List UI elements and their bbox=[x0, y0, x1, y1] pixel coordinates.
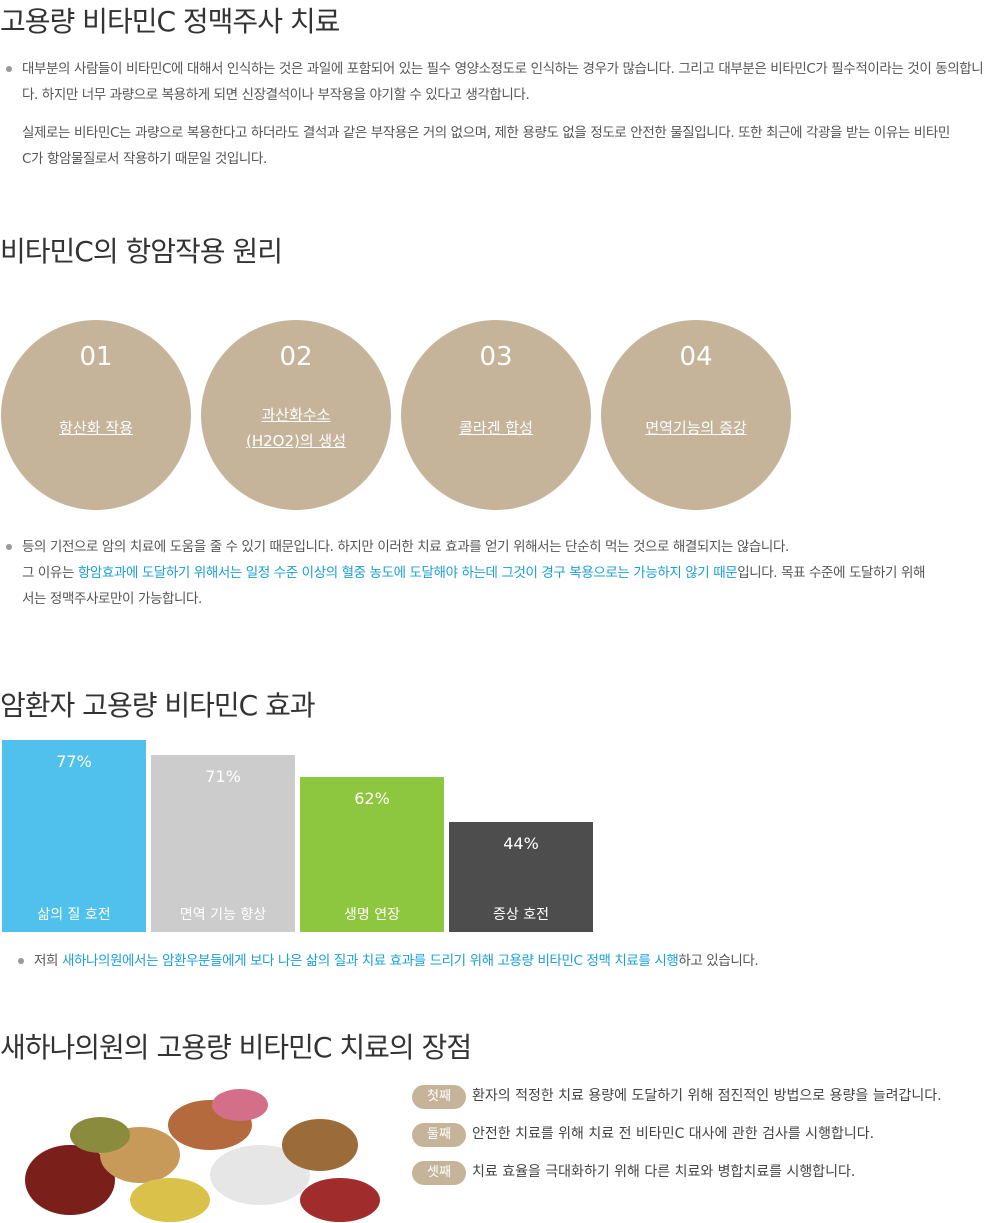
title: 새하나의원의 고용량 비타민C 치료의 장점 bbox=[0, 1031, 472, 1064]
title: 비타민C의 항암작용 원리 bbox=[0, 235, 283, 268]
paragraph: 실제로는 비타민C는 과량으로 복용한다고 하더라도 결석과 같은 부작용은 거… bbox=[22, 125, 950, 167]
circle-label-line: 콜라겐 합성 bbox=[459, 419, 533, 437]
circle-label: 과산화수소 (H2O2)의 생성 bbox=[201, 398, 391, 458]
advantage: 첫째 환자의 적정한 치료 용량에 도달하기 위해 점진적인 방법으로 용량을 늘… bbox=[412, 1084, 942, 1109]
bar: 62% 생명 연장 bbox=[300, 777, 444, 932]
circle-label-line: 면역기능의 증강 bbox=[645, 419, 747, 437]
circle-number: 03 bbox=[479, 342, 513, 372]
category-label: 면역 기능 향상 bbox=[179, 907, 267, 923]
category-label: 삶의 질 호전 bbox=[37, 907, 111, 923]
value-label: 77% bbox=[56, 751, 92, 771]
circle-number: 01 bbox=[79, 342, 113, 372]
bar: 71% 면역 기능 향상 bbox=[151, 754, 295, 932]
badge: 첫째 bbox=[412, 1085, 466, 1109]
title: 고용량 비타민C 정맥주사 치료 bbox=[0, 5, 340, 38]
advantage-list: 첫째 환자의 적정한 치료 용량에 도달하기 위해 점진적인 방법으로 용량을 늘… bbox=[412, 1084, 942, 1185]
circle: 04 면역기능의 증강 bbox=[601, 320, 791, 510]
value-label: 44% bbox=[503, 834, 539, 853]
circle-label-line: 과산화수소 bbox=[261, 406, 331, 424]
pills-image bbox=[25, 1089, 380, 1222]
circle-number: 02 bbox=[279, 342, 313, 372]
text: 등의 기전으로 암의 치료에 도움을 줄 수 있기 때문입니다. 하지만 이러한… bbox=[22, 539, 789, 555]
text: 그 이유는 bbox=[22, 565, 78, 581]
circle-label: 면역기능의 증강 bbox=[601, 398, 791, 458]
circle-label: 콜라겐 합성 bbox=[401, 398, 591, 458]
category-label: 증상 호전 bbox=[493, 907, 549, 923]
circle: 02 과산화수소 (H2O2)의 생성 bbox=[201, 320, 391, 510]
value-label: 71% bbox=[205, 766, 241, 786]
paragraph: 대부분의 사람들이 비타민C에 대해서 인식하는 것은 과일에 포함되어 있는 … bbox=[6, 56, 987, 108]
circle-number: 04 bbox=[679, 342, 713, 372]
circle-label: 항산화 작용 bbox=[1, 398, 191, 458]
circle: 01 항산화 작용 bbox=[1, 320, 191, 510]
advantage-text: 치료 효율을 극대화하기 위해 다른 치료와 병합치료를 시행합니다. bbox=[472, 1164, 856, 1180]
advantage-text: 안전한 치료를 위해 치료 전 비타민C 대사에 관한 검사를 시행합니다. bbox=[472, 1126, 875, 1142]
badge: 둘째 bbox=[412, 1123, 466, 1147]
bar: 44% 증상 호전 bbox=[449, 822, 593, 932]
paragraph: 저희 새하나의원에서는 암환우분들에게 보다 나은 삶의 질과 치료 효과를 드… bbox=[18, 948, 964, 974]
circle-label-line: 항산화 작용 bbox=[59, 419, 133, 437]
advantage-text: 환자의 적정한 치료 용량에 도달하기 위해 점진적인 방법으로 용량을 늘려갑… bbox=[472, 1088, 942, 1104]
advantage: 셋째 치료 효율을 극대화하기 위해 다른 치료와 병합치료를 시행합니다. bbox=[412, 1160, 942, 1185]
category-label: 생명 연장 bbox=[344, 907, 400, 923]
text: 하고 있습니다. bbox=[678, 953, 759, 969]
bar: 77% 삶의 질 호전 bbox=[2, 739, 146, 932]
circle-label-line: (H2O2)의 생성 bbox=[245, 432, 347, 450]
highlight: 항암효과에 도달하기 위해서는 일정 수준 이상의 혈중 농도에 도달해야 하는… bbox=[77, 565, 738, 581]
value-label: 62% bbox=[354, 789, 390, 808]
text: 저희 bbox=[34, 953, 62, 969]
highlight: 새하나의원에서는 암환우분들에게 보다 나은 삶의 질과 치료 효과를 드리기 … bbox=[61, 953, 679, 969]
paragraph: 등의 기전으로 암의 치료에 도움을 줄 수 있기 때문입니다. 하지만 이러한… bbox=[6, 534, 932, 612]
advantage: 둘째 안전한 치료를 위해 치료 전 비타민C 대사에 관한 검사를 시행합니다. bbox=[412, 1122, 942, 1147]
circle: 03 콜라겐 합성 bbox=[401, 320, 591, 510]
badge: 셋째 bbox=[412, 1161, 466, 1185]
title: 암환자 고용량 비타민C 효과 bbox=[0, 689, 316, 722]
text: 입니다. 목표 수준에 도달하기 위해서는 정맥주사로만이 가능합니다. bbox=[22, 565, 925, 607]
